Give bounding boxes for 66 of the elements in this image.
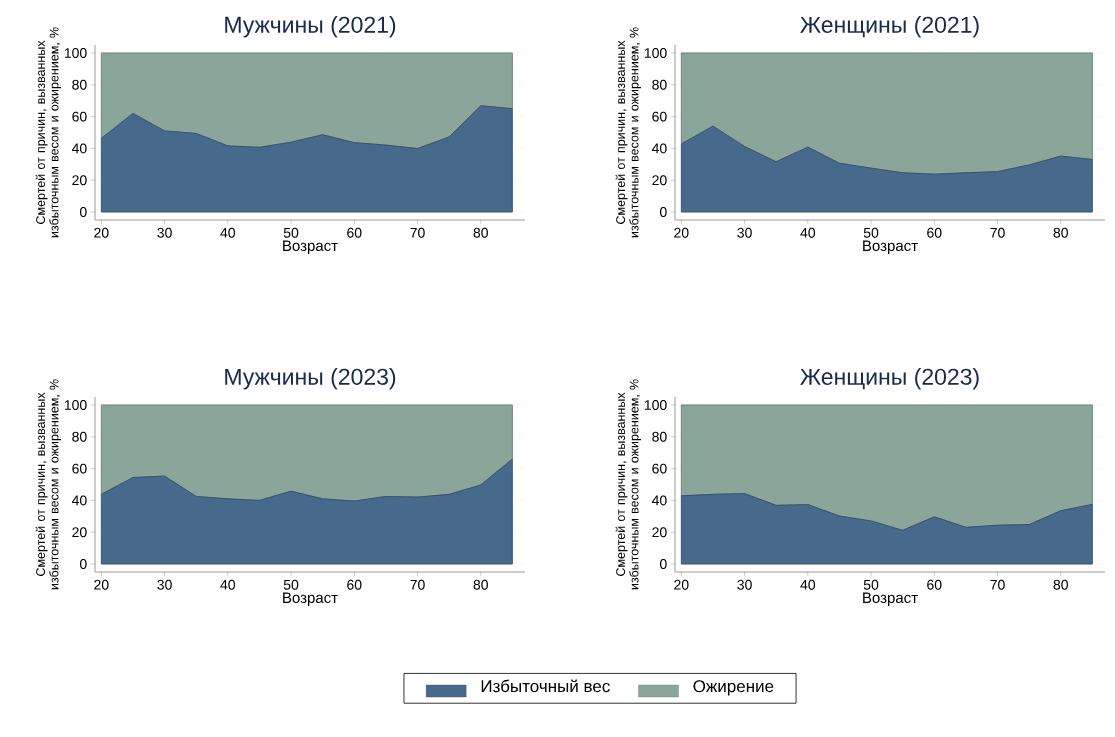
x-tick-label: 80 — [1053, 579, 1068, 590]
y-tick-label: 20 — [652, 175, 667, 186]
legend-label: Избыточный вес — [481, 679, 610, 693]
chart-title: Мужчины (2023) — [225, 368, 396, 390]
x-tick-label: 40 — [220, 227, 236, 238]
y-tick-label: 0 — [659, 207, 667, 218]
x-axis-title: Возраст — [283, 592, 338, 607]
x-tick-label: 40 — [800, 579, 816, 590]
x-tick-label: 60 — [347, 227, 362, 238]
legend-label: Ожирение — [693, 680, 774, 696]
x-axis-title: Возраст — [863, 592, 918, 607]
x-tick-label: 70 — [410, 579, 425, 590]
y-tick-label: 0 — [79, 207, 87, 218]
x-tick-label: 30 — [737, 227, 752, 238]
y-tick-label: 20 — [72, 527, 87, 538]
x-tick-label: 80 — [473, 579, 488, 590]
chart-title: Мужчины (2021) — [225, 16, 396, 38]
x-tick-label: 20 — [94, 227, 109, 238]
x-tick-label: 20 — [674, 579, 689, 590]
y-tick-label: 60 — [72, 463, 87, 474]
x-tick-label: 20 — [674, 227, 689, 238]
y-tick-label: 40 — [71, 143, 87, 154]
y-axis-title: Смертей от причин, вызванных избыточным весом и ожирением, % — [615, 27, 641, 238]
y-tick-label: 20 — [72, 175, 87, 186]
y-tick-label: 0 — [659, 559, 667, 570]
y-tick-label: 60 — [72, 111, 87, 122]
y-tick-label: 100 — [64, 47, 87, 58]
y-tick-label: 40 — [651, 495, 667, 506]
y-axis-title: Смертей от причин, вызванных избыточным весом и ожирением, % — [615, 379, 641, 590]
y-tick-label: 60 — [652, 463, 667, 474]
y-tick-label: 60 — [652, 111, 667, 122]
y-tick-label: 80 — [652, 431, 667, 442]
x-tick-label: 50 — [863, 227, 879, 238]
chart-title: Женщины (2023) — [800, 368, 979, 390]
y-tick-label: 100 — [64, 399, 87, 410]
y-tick-label: 40 — [651, 143, 667, 154]
y-tick-label: 40 — [71, 495, 87, 506]
y-tick-label: 80 — [72, 79, 87, 90]
x-tick-label: 50 — [283, 579, 299, 590]
x-tick-label: 40 — [800, 227, 816, 238]
x-tick-label: 30 — [157, 227, 172, 238]
x-tick-label: 50 — [283, 227, 299, 238]
y-tick-label: 100 — [644, 399, 667, 410]
y-axis-title: Смертей от причин, вызванных избыточным весом и ожирением, % — [35, 27, 61, 238]
x-tick-label: 80 — [1053, 227, 1068, 238]
x-tick-label: 30 — [157, 579, 172, 590]
y-tick-label: 0 — [79, 559, 87, 570]
x-tick-label: 30 — [737, 579, 752, 590]
x-tick-label: 50 — [863, 579, 879, 590]
y-tick-label: 80 — [652, 79, 667, 90]
y-axis-title: Смертей от причин, вызванных избыточным весом и ожирением, % — [35, 379, 61, 590]
x-axis-title: Возраст — [283, 240, 338, 255]
x-tick-label: 40 — [220, 579, 236, 590]
x-tick-label: 60 — [347, 579, 362, 590]
x-tick-label: 60 — [927, 227, 942, 238]
y-tick-label: 20 — [652, 527, 667, 538]
x-tick-label: 80 — [473, 227, 488, 238]
x-tick-label: 60 — [927, 579, 942, 590]
x-tick-label: 70 — [410, 227, 425, 238]
chart-title: Женщины (2021) — [800, 16, 979, 38]
y-tick-label: 100 — [644, 47, 667, 58]
x-tick-label: 20 — [94, 579, 109, 590]
x-axis-title: Возраст — [863, 240, 918, 255]
x-tick-label: 70 — [990, 579, 1005, 590]
y-tick-label: 80 — [72, 431, 87, 442]
x-tick-label: 70 — [990, 227, 1005, 238]
